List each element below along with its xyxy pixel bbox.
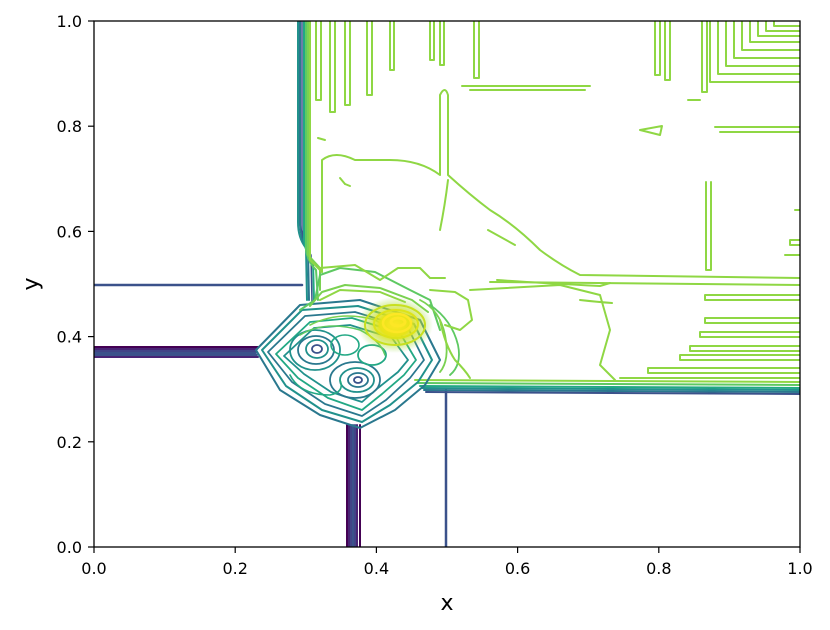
x-tick-label: 0.8 — [646, 559, 671, 578]
upper-region-contour — [319, 89, 800, 381]
y-tick-label: 0.2 — [57, 433, 82, 452]
x-axis-ticks: 0.0 0.2 0.4 0.6 0.8 1.0 — [81, 547, 813, 578]
y-tick-label: 0.4 — [57, 328, 82, 347]
y-tick-label: 0.0 — [57, 538, 82, 557]
y-axis-label: y — [19, 277, 44, 290]
contour-layer — [94, 21, 800, 547]
y-tick-label: 0.8 — [57, 117, 82, 136]
x-tick-label: 1.0 — [787, 559, 812, 578]
left-horizontal-band — [94, 346, 259, 358]
top-vertical-band — [297, 21, 323, 303]
x-tick-label: 0.4 — [364, 559, 389, 578]
y-axis-ticks: 0.0 0.2 0.4 0.6 0.8 1.0 — [57, 12, 94, 557]
bottom-vertical-band — [346, 424, 361, 547]
x-tick-label: 0.6 — [505, 559, 530, 578]
upper-right-box-contours — [709, 21, 800, 83]
right-horizontal-band — [414, 379, 800, 395]
x-tick-label: 0.2 — [222, 559, 247, 578]
hot-spot — [357, 297, 460, 376]
y-tick-label: 0.6 — [57, 222, 82, 241]
y-tick-label: 1.0 — [57, 12, 82, 31]
upper-vertical-streaks — [315, 21, 800, 271]
lower-right-box-contours — [619, 209, 800, 379]
x-tick-label: 0.0 — [81, 559, 106, 578]
axes-frame — [93, 20, 801, 548]
x-axis-label: x — [440, 591, 453, 616]
